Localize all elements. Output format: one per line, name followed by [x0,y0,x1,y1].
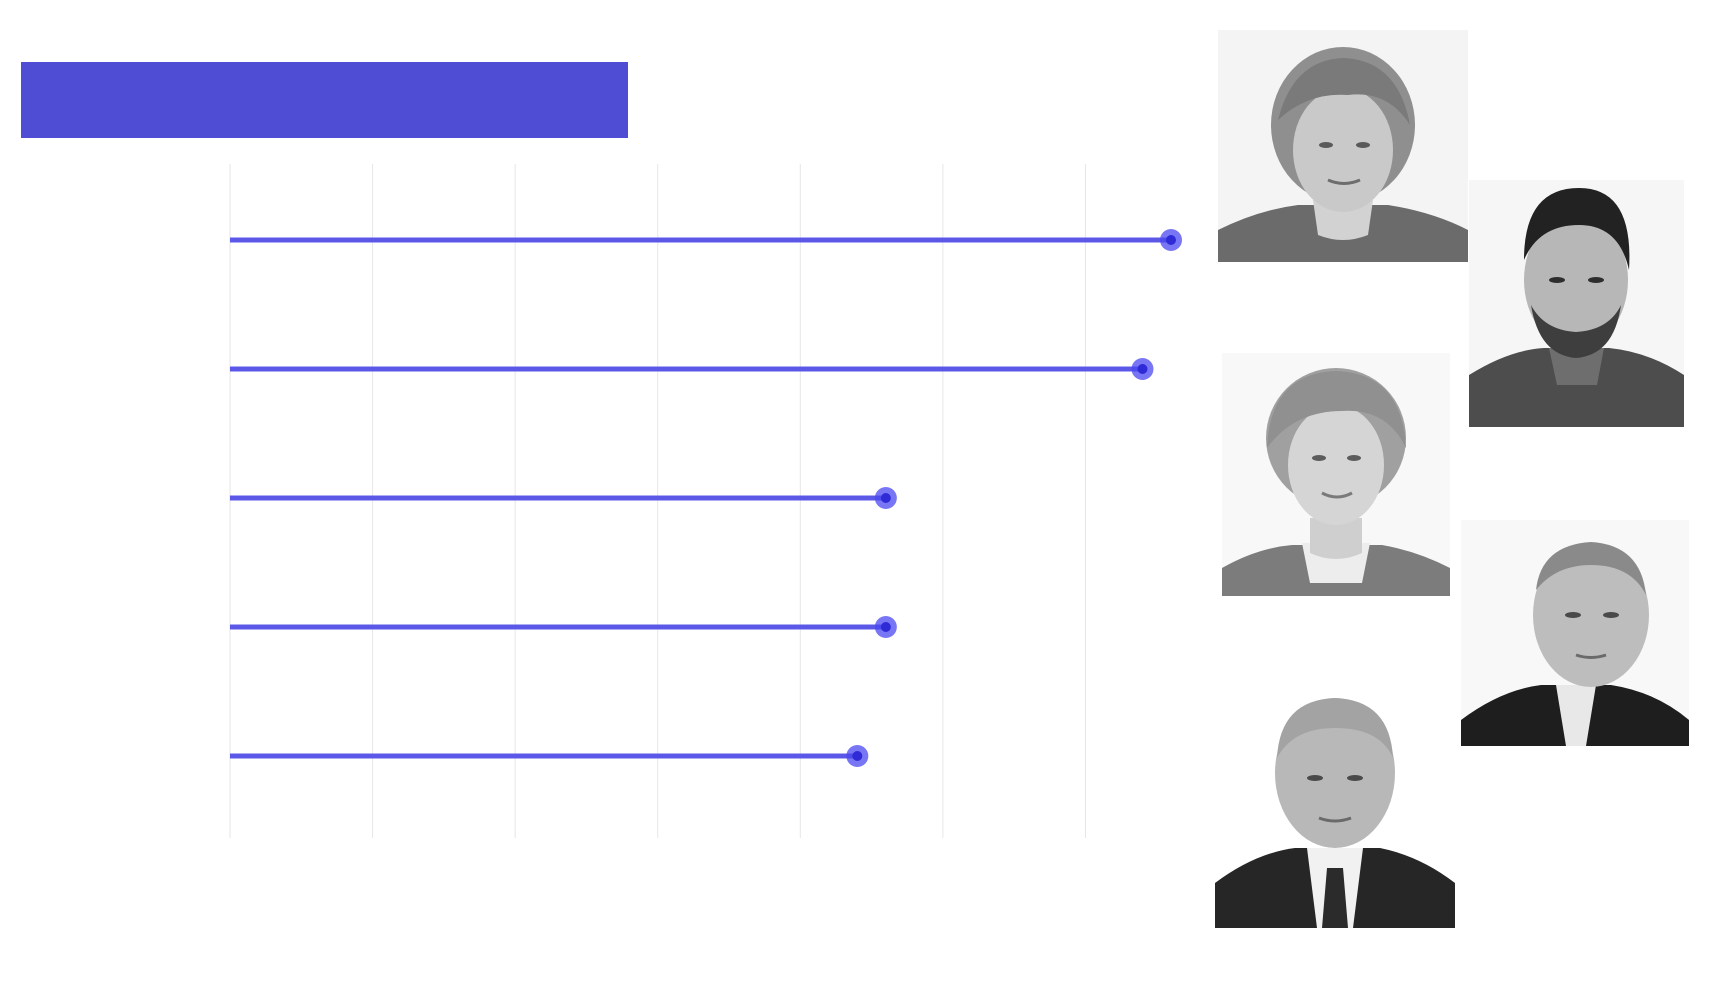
portrait-man-bald-suit-tie-icon [1215,688,1455,928]
lollipop-dot-core-2 [1137,364,1147,374]
portrait-2 [1469,180,1684,427]
portrait-4 [1461,520,1689,746]
portrait-5 [1215,688,1455,928]
portrait-woman-blonde-bob-icon [1218,30,1468,262]
lollipop-dot-core-4 [881,622,891,632]
lollipop-dot-core-1 [1166,235,1176,245]
portrait-man-dark-hair-beard-icon [1469,180,1684,427]
portrait-man-balding-suit-icon [1461,520,1689,746]
lollipop-dot-core-3 [881,493,891,503]
portrait-3 [1222,353,1450,596]
gridlines [230,164,1085,838]
portrait-1 [1218,30,1468,262]
lollipop-dot-core-5 [852,751,862,761]
portrait-woman-blonde-updo-icon [1222,353,1450,596]
